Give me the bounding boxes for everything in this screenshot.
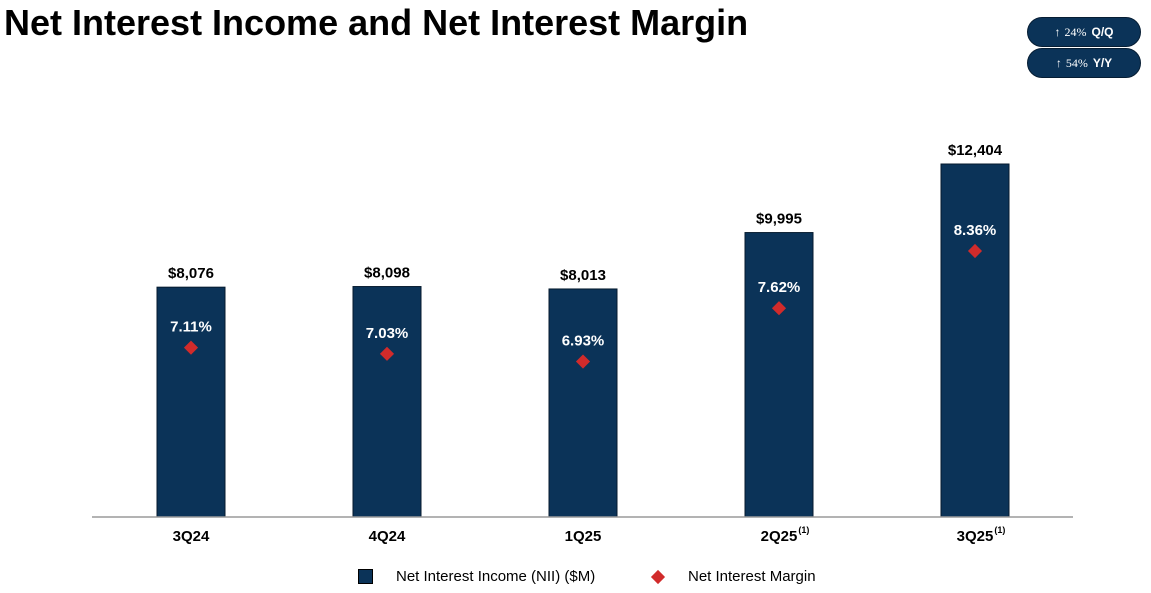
legend-marker-label: Net Interest Margin — [688, 568, 816, 585]
nii-bar — [744, 232, 814, 518]
nii-bar — [156, 286, 226, 518]
yy-growth-value: 54% — [1065, 55, 1088, 70]
nim-diamond-marker — [967, 243, 983, 259]
x-tick-label: 1Q25 — [565, 528, 602, 545]
nii-value-label: $9,995 — [756, 211, 802, 228]
nim-value-label: 7.11% — [170, 319, 212, 336]
nim-diamond-marker — [379, 346, 395, 361]
nim-value-label: 7.03% — [366, 325, 409, 342]
up-arrow-icon: ↑ — [1055, 55, 1062, 70]
nim-diamond-marker — [575, 354, 591, 369]
nii-bar — [352, 286, 422, 518]
nii-value-label: $12,404 — [948, 142, 1003, 159]
nii-value-label: $8,076 — [168, 265, 214, 282]
legend-bar-swatch — [358, 569, 373, 584]
qq-growth-label: Q/Q — [1091, 25, 1114, 39]
nii-value-label: $8,013 — [560, 267, 606, 284]
x-tick-label: 3Q24 — [173, 528, 210, 545]
nim-value-label: 6.93% — [562, 333, 605, 350]
nim-value-label: 7.62% — [758, 279, 801, 296]
legend-diamond-icon — [650, 569, 666, 585]
page-title: Net Interest Income and Net Interest Mar… — [4, 2, 749, 43]
qq-growth-value: 24% — [1064, 24, 1087, 39]
x-tick-label: 2Q25 — [761, 528, 798, 545]
x-tick-footnote: (1) — [798, 525, 809, 535]
up-arrow-icon: ↑ — [1054, 24, 1061, 39]
nii-value-label: $8,098 — [364, 265, 410, 282]
x-tick-footnote: (1) — [994, 525, 1005, 535]
yy-growth-badge: ↑ 54% Y/Y — [1027, 48, 1141, 78]
x-tick-label: 4Q24 — [369, 528, 406, 545]
nim-value-label: 8.36% — [954, 222, 997, 239]
legend-bar-label: Net Interest Income (NII) ($M) — [396, 568, 596, 585]
yy-growth-label: Y/Y — [1092, 56, 1113, 70]
nim-diamond-marker — [183, 340, 199, 355]
nii-nim-chart: $8,076 7.11% 3Q24 $8,098 7.03% 4Q24 $8,013 6.93… — [92, 142, 1073, 545]
nii-bar — [548, 288, 618, 518]
nim-diamond-marker — [771, 301, 787, 316]
x-tick-label: 3Q25 — [957, 528, 994, 545]
nii-bar — [940, 163, 1010, 518]
qq-growth-badge: ↑ 24% Q/Q — [1027, 17, 1141, 47]
